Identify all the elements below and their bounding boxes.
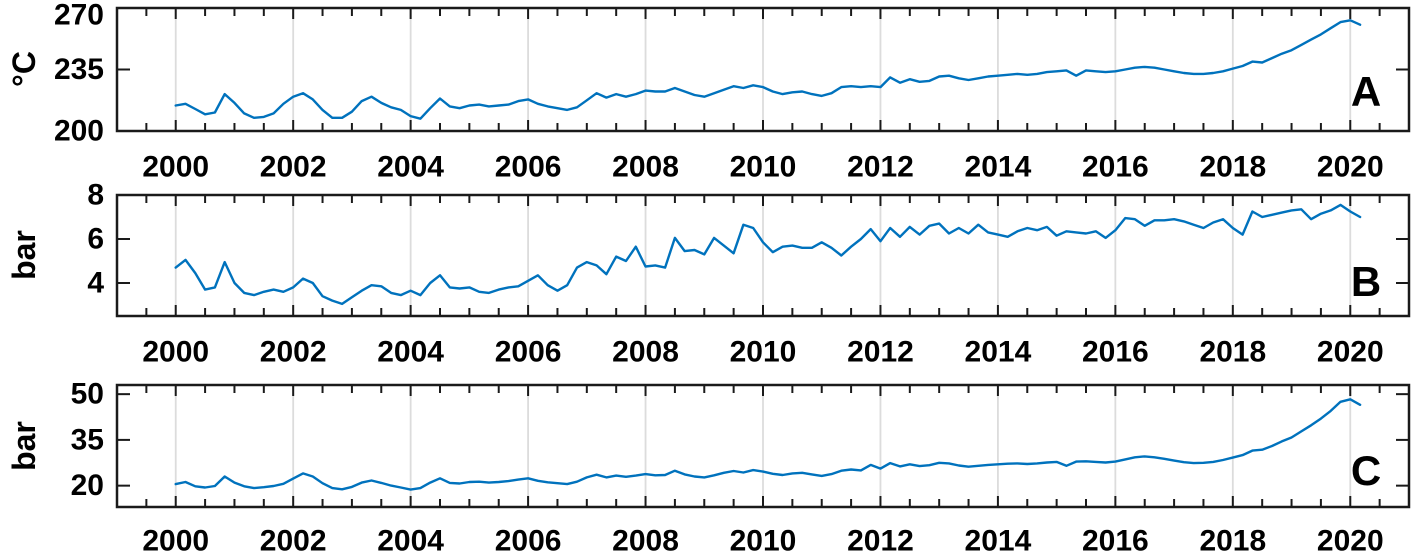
data-line-b [174,203,1362,306]
x-tick-label: 2006 [495,336,562,369]
y-tick-label: 50 [71,378,104,411]
x-tick-label: 2020 [1317,525,1384,557]
axis-box [115,6,1411,133]
panel-letter-b: B [1350,258,1382,305]
x-tick-label: 2018 [1199,151,1266,184]
x-tick-label: 2008 [612,336,679,369]
y-axis-label-panel-b: bar [6,230,42,280]
x-tick-label: 2000 [142,151,209,184]
x-tick-label: 2016 [1082,336,1149,369]
data-line-a [174,19,1362,120]
x-tick-label: 2012 [847,525,914,557]
x-tick-label: 2016 [1082,151,1149,184]
x-tick-label: 2018 [1199,336,1266,369]
y-tick-label: 270 [54,0,104,32]
x-tick-label: 2008 [612,525,679,557]
x-tick-label: 2004 [377,151,444,184]
y-tick-label: 20 [71,469,104,502]
x-tick-label: 2014 [965,336,1032,369]
x-tick-label: 2004 [377,525,444,557]
y-axis-label-panel-a: °C [6,51,42,87]
x-tick-label: 2004 [377,336,444,369]
x-tick-label: 2002 [260,151,327,184]
x-tick-label: 2010 [730,336,797,369]
y-tick-label: 35 [71,423,104,456]
y-tick-label: 235 [54,53,104,86]
panel-b: 4 6 8 2000 2002 2004 2006 2008 2010 2012 2014 2016 2… [87,179,1411,369]
x-tick-label: 2006 [495,151,562,184]
data-line-c [174,398,1362,491]
x-tick-label: 2014 [965,151,1032,184]
x-tick-label: 2016 [1082,525,1149,557]
x-tick-label: 2020 [1317,336,1384,369]
x-tick-label: 2008 [612,151,679,184]
x-tick-label: 2000 [142,336,209,369]
y-tick-label: 6 [87,223,104,256]
x-tick-label: 2012 [847,151,914,184]
x-tick-label: 2002 [260,525,327,557]
x-tick-label: 2006 [495,525,562,557]
y-tick-label: 200 [54,115,104,148]
x-tick-label: 2018 [1199,525,1266,557]
y-tick-label: 4 [87,267,104,300]
panel-c: 20 35 50 2000 2002 2004 2006 2008 2010 2012 2014 20… [71,378,1411,557]
x-tick-label: 2002 [260,336,327,369]
x-tick-label: 2000 [142,525,209,557]
x-tick-label: 2012 [847,336,914,369]
x-tick-label: 2014 [965,525,1032,557]
axis-box [115,383,1411,509]
y-tick-label: 8 [87,179,104,212]
x-tick-label: 2010 [730,151,797,184]
panel-letter-a: A [1350,68,1382,115]
panel-letter-c: C [1350,447,1382,494]
y-axis-label-panel-c: bar [6,421,42,471]
x-tick-label: 2010 [730,525,797,557]
x-tick-label: 2020 [1317,151,1384,184]
axis-box [115,193,1411,318]
panel-a: 200 235 270 2000 2002 2004 2006 2008 2010 2012 201… [54,0,1411,184]
